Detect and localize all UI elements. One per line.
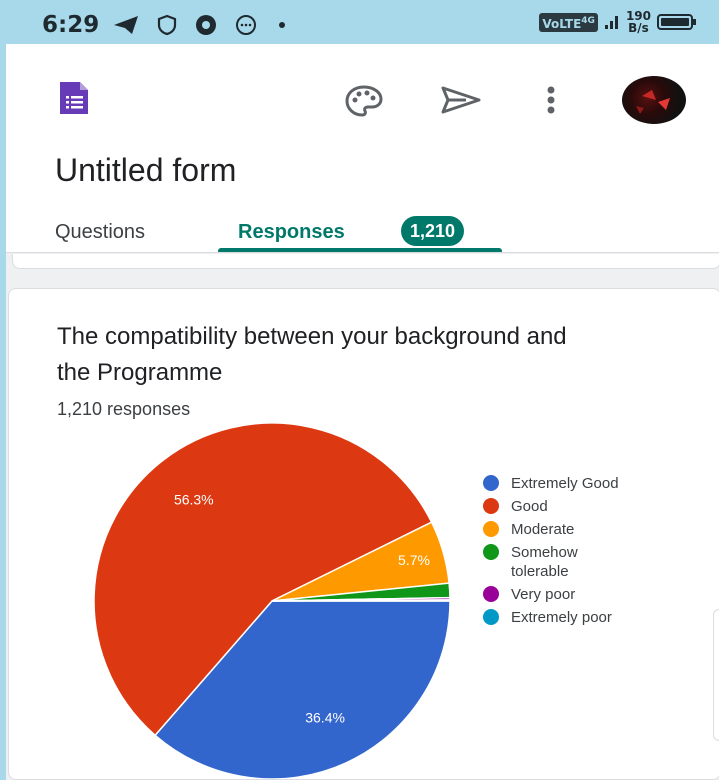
message-icon — [236, 15, 256, 35]
active-tab-indicator — [218, 248, 502, 252]
legend-swatch — [483, 475, 499, 491]
legend-label: Moderate — [511, 521, 574, 538]
tab-responses[interactable]: Responses 1,210 — [218, 204, 502, 252]
app-header: Untitled form Questions Responses 1,210 — [6, 44, 719, 253]
more-vert-icon[interactable] — [546, 84, 556, 116]
previous-card-edge — [12, 254, 719, 269]
question-summary-card: The compatibility between your backgroun… — [8, 288, 719, 780]
volte-badge: VoLTE4G — [539, 12, 598, 32]
screen: 6:29 VoLTE4G 190 B/s — [6, 6, 719, 780]
legend-label: Good — [511, 498, 548, 515]
legend-item-moderate[interactable]: Moderate — [483, 521, 574, 538]
signal-icon — [604, 16, 618, 29]
shield-icon — [157, 14, 177, 36]
pie-slice-extremely-poor[interactable] — [271, 599, 451, 602]
legend-item-extremely-poor[interactable]: Extremely poor — [483, 609, 612, 626]
responses-count-badge: 1,210 — [401, 216, 465, 246]
question-title: The compatibility between your backgroun… — [57, 323, 567, 386]
legend-swatch — [483, 498, 499, 514]
status-time: 6:29 — [42, 12, 100, 38]
tab-questions[interactable]: Questions — [55, 221, 146, 243]
telegram-icon — [114, 16, 138, 34]
legend-label: Extremely poor — [511, 609, 612, 626]
legend-swatch — [483, 544, 499, 560]
side-scroll-handle[interactable] — [713, 609, 719, 741]
slice-label: 36.4% — [305, 710, 345, 726]
pie-chart: 36.4% 56.3% 5.7% Extremely Good Good Moderate… — [93, 422, 619, 779]
legend-item-good[interactable]: Good — [483, 498, 548, 515]
slice-label: 56.3% — [174, 492, 214, 508]
legend-label: Very poor — [511, 586, 575, 603]
dot-icon — [279, 22, 285, 28]
avatar[interactable] — [622, 76, 686, 124]
legend-swatch — [483, 521, 499, 537]
slice-label: 5.7% — [398, 552, 430, 568]
pie-slice-extremely-good[interactable] — [154, 600, 451, 779]
chrome-icon — [196, 15, 216, 35]
legend-label: Somehow — [511, 544, 578, 561]
legend-swatch — [483, 586, 499, 602]
legend-item-very-poor[interactable]: Very poor — [483, 586, 575, 603]
legend-item-somehow-tolerable[interactable]: Somehow tolerable — [483, 544, 578, 580]
forms-icon[interactable] — [56, 80, 92, 116]
legend-label: Extremely Good — [511, 475, 619, 492]
form-title[interactable]: Untitled form — [55, 152, 237, 188]
legend-label: tolerable — [511, 563, 569, 580]
palette-icon[interactable] — [344, 84, 384, 118]
pie-slice-good[interactable] — [93, 422, 433, 737]
legend-swatch — [483, 609, 499, 625]
status-right: VoLTE4G 190 B/s — [539, 10, 697, 34]
tab-responses-label: Responses — [238, 221, 345, 243]
legend-item-extremely-good[interactable]: Extremely Good — [483, 475, 619, 492]
send-icon[interactable] — [440, 84, 482, 116]
responses-count: 1,210 responses — [57, 399, 191, 419]
net-speed: 190 B/s — [625, 9, 651, 35]
battery-icon — [657, 14, 696, 30]
status-bar: 6:29 VoLTE4G 190 B/s — [6, 6, 719, 44]
